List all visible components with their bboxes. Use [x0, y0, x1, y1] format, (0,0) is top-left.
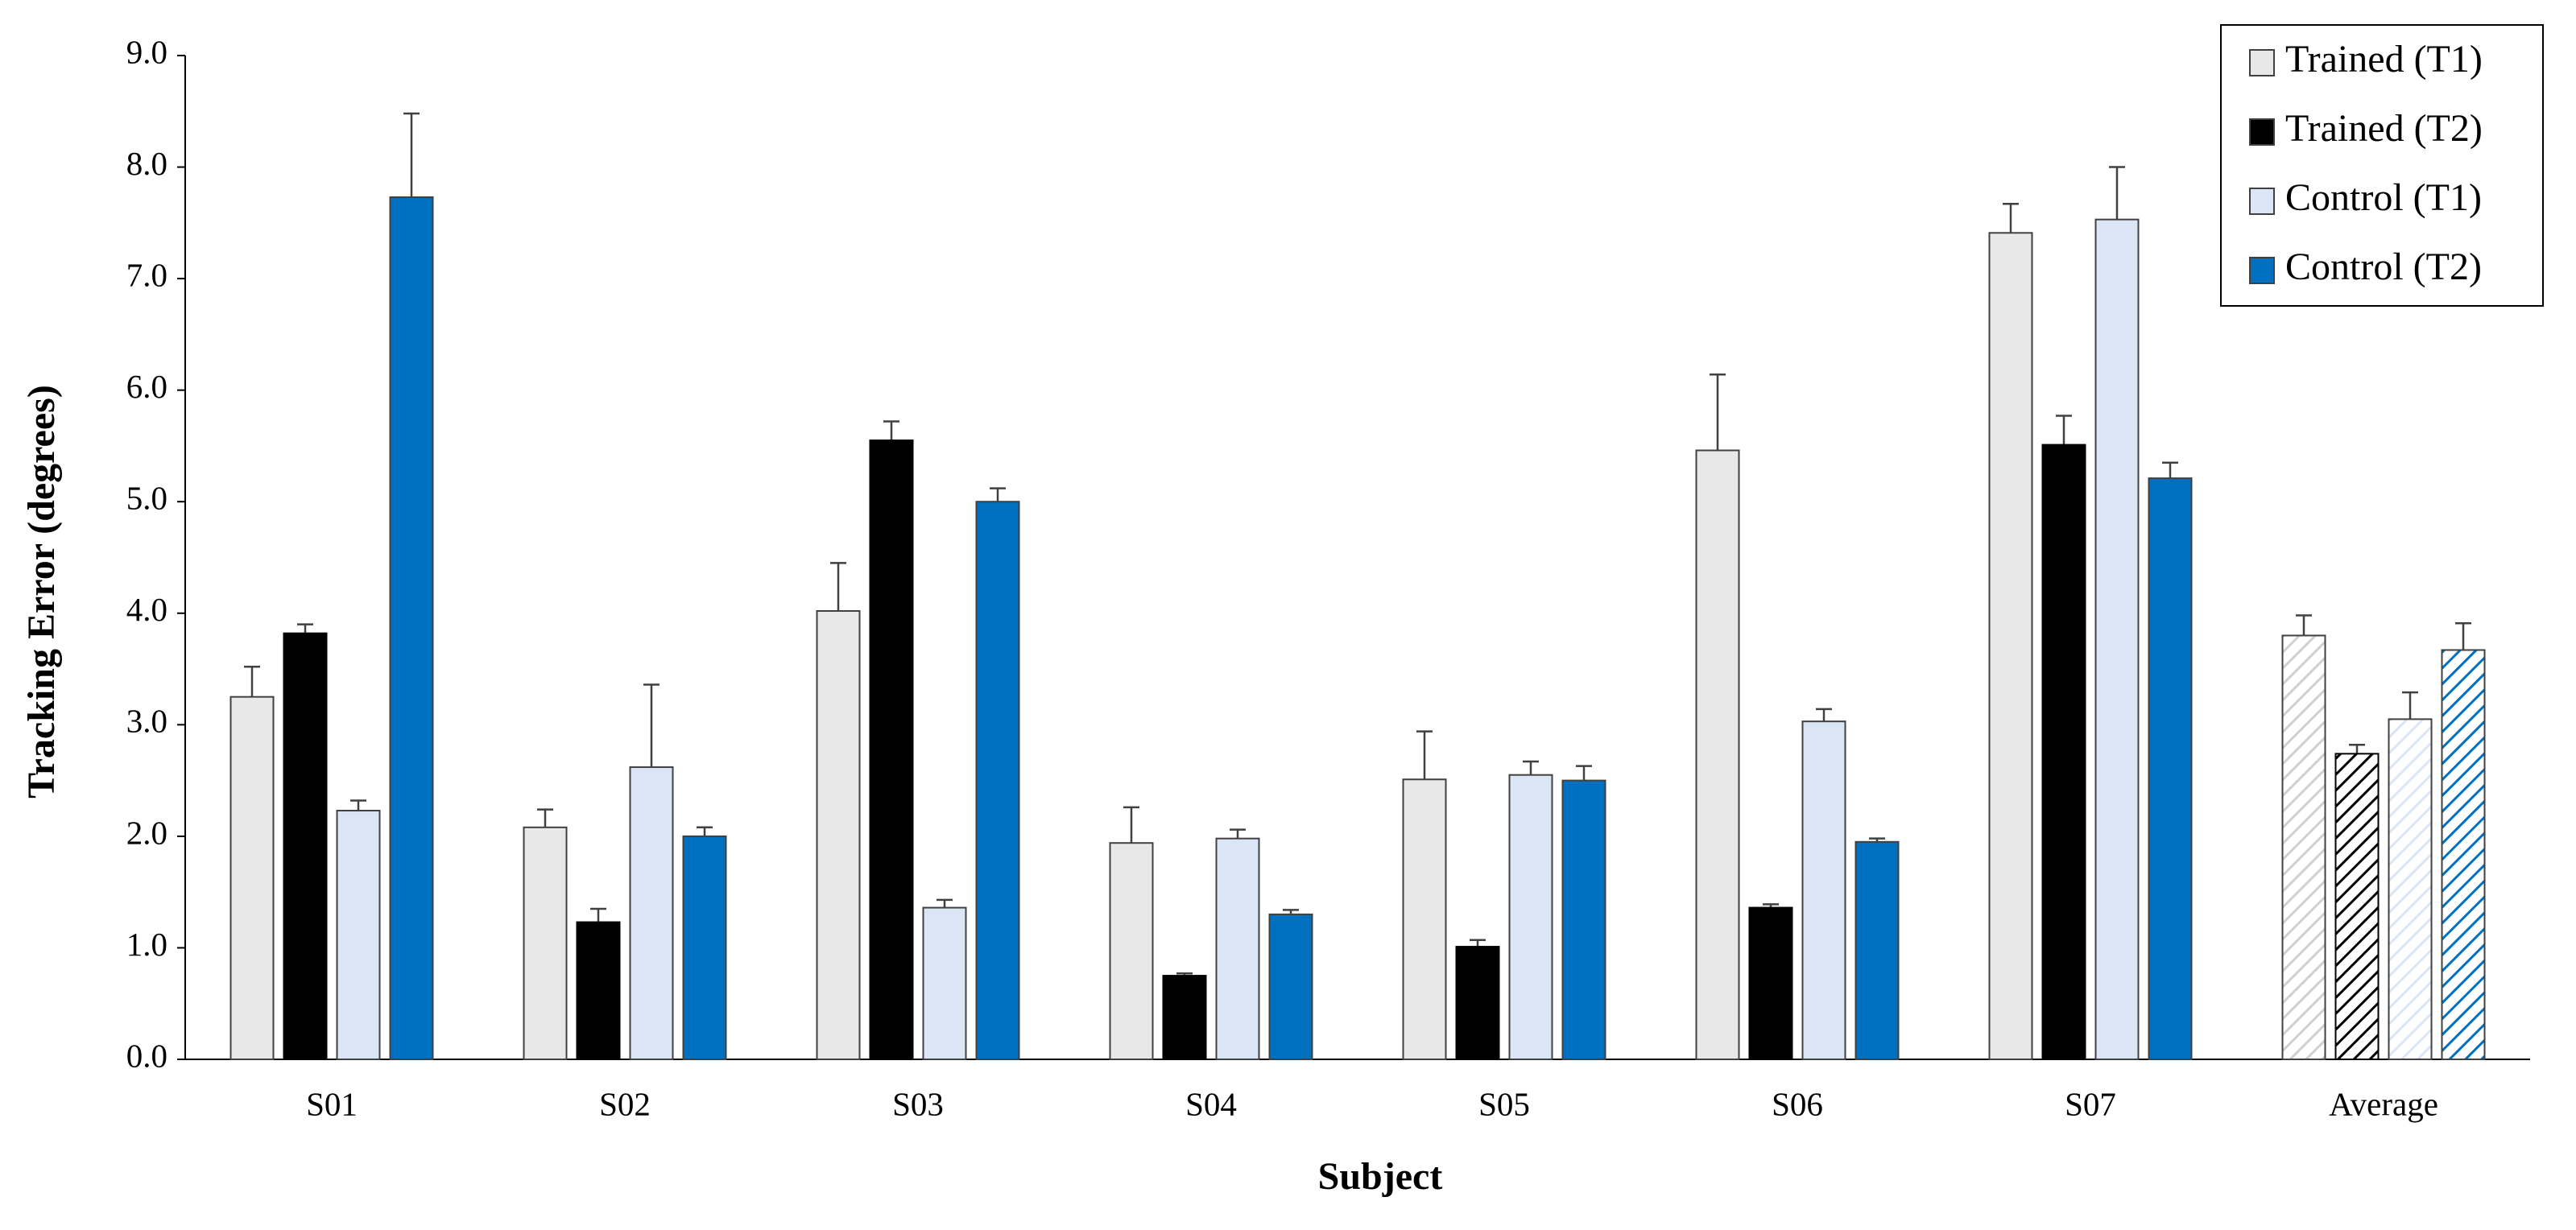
- bar: [2334, 753, 2380, 1060]
- x-axis-title: Subject: [1318, 1155, 1443, 1198]
- legend-label: Trained (T2): [2285, 107, 2483, 150]
- bar: [869, 440, 914, 1060]
- y-tick-label: 0.0: [126, 1037, 167, 1074]
- y-axis-title: Tracking Error (degrees): [20, 385, 63, 799]
- bar: [629, 766, 674, 1060]
- bar: [1215, 837, 1260, 1061]
- bar: [229, 695, 275, 1060]
- bar: [1162, 975, 1207, 1061]
- y-tick-label: 2.0: [126, 814, 167, 851]
- bar: [2281, 634, 2326, 1060]
- x-tick-label: Average: [2329, 1085, 2438, 1122]
- bar: [1455, 946, 1500, 1060]
- bar: [2094, 218, 2140, 1061]
- legend-label: Trained (T1): [2285, 38, 2483, 80]
- bar: [1561, 779, 1606, 1060]
- bar: [2148, 477, 2193, 1060]
- bar: [283, 632, 328, 1060]
- y-tick-label: 3.0: [126, 703, 167, 740]
- bar: [1402, 778, 1447, 1061]
- y-tick-label: 9.0: [126, 33, 167, 70]
- bar: [682, 835, 727, 1061]
- bar: [975, 501, 1020, 1060]
- y-tick-label: 5.0: [126, 480, 167, 517]
- bar: [2441, 649, 2486, 1060]
- bar: [1748, 906, 1793, 1061]
- bar: [2388, 718, 2433, 1061]
- legend-swatch: [2249, 49, 2275, 76]
- bar: [816, 610, 861, 1060]
- bar: [1801, 720, 1846, 1061]
- x-tick-label: S05: [1478, 1085, 1530, 1122]
- bar: [336, 810, 381, 1060]
- bar: [1988, 232, 2033, 1060]
- legend-swatch: [2249, 188, 2275, 215]
- x-tick-label: S07: [2065, 1085, 2116, 1122]
- x-tick-label: S04: [1185, 1085, 1237, 1122]
- legend-label: Control (T1): [2285, 176, 2482, 219]
- x-tick-label: S03: [892, 1085, 944, 1122]
- bar: [1695, 449, 1740, 1060]
- x-tick-label: S01: [306, 1085, 358, 1122]
- bar: [523, 826, 568, 1060]
- y-tick-label: 8.0: [126, 145, 167, 182]
- x-tick-label: S06: [1772, 1085, 1823, 1122]
- bar: [576, 921, 621, 1060]
- legend-label: Control (T2): [2285, 246, 2482, 288]
- y-tick-label: 4.0: [126, 591, 167, 628]
- bar: [1854, 840, 1900, 1060]
- bar: [1268, 913, 1313, 1061]
- legend-swatch: [2249, 118, 2275, 146]
- legend-swatch: [2249, 257, 2275, 284]
- y-tick-label: 7.0: [126, 257, 167, 294]
- bar: [922, 906, 967, 1061]
- bar: [1508, 774, 1553, 1061]
- y-tick-label: 6.0: [126, 368, 167, 405]
- y-tick-label: 1.0: [126, 926, 167, 963]
- x-tick-label: S02: [599, 1085, 651, 1122]
- bar: [2041, 444, 2086, 1060]
- bar: [1109, 842, 1154, 1061]
- bar: [389, 196, 434, 1060]
